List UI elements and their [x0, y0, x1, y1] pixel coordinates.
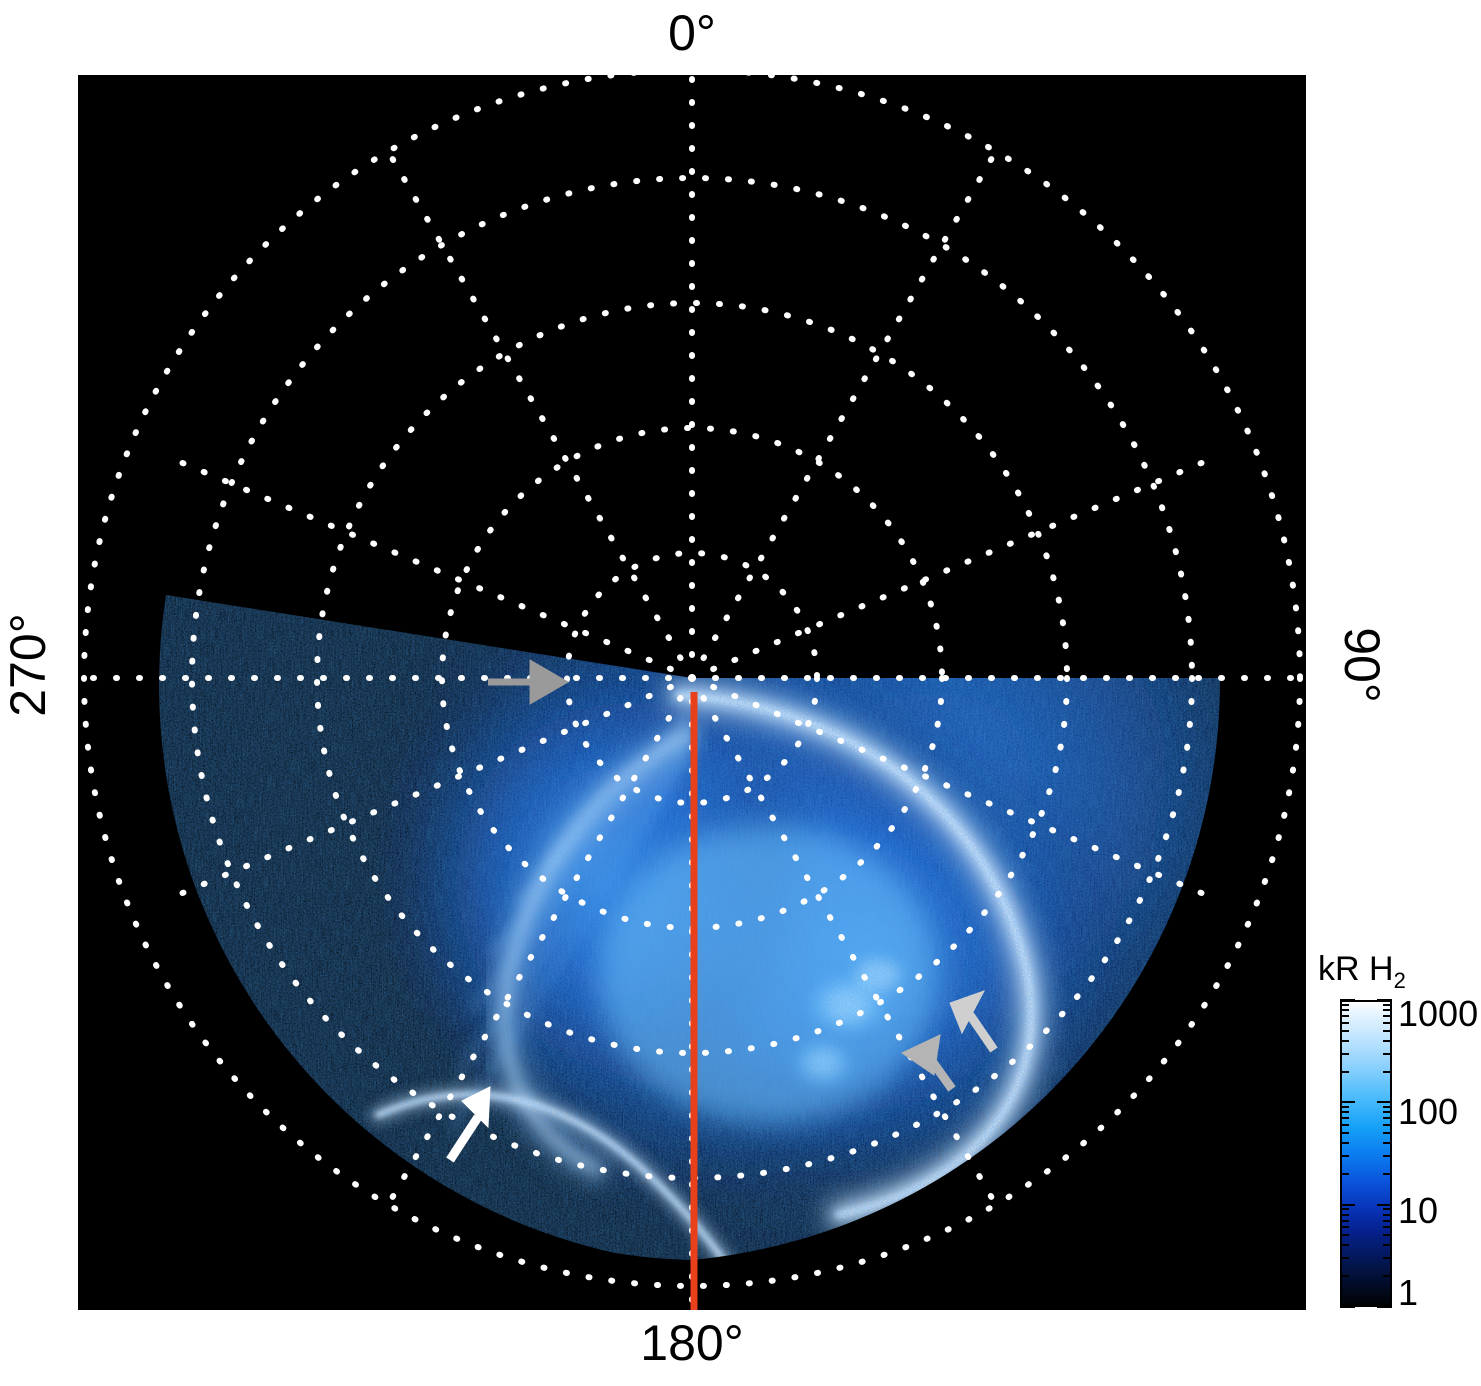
colorbar-tick [1340, 1003, 1349, 1006]
colorbar-tick [1383, 1213, 1392, 1216]
colorbar-tick [1340, 1234, 1349, 1237]
colorbar-tick [1383, 1219, 1392, 1222]
colorbar-ticks [1340, 999, 1392, 1308]
colorbar-tick [1383, 1111, 1392, 1114]
colorbar-tick [1383, 1244, 1392, 1247]
colorbar-tick [1383, 1117, 1392, 1120]
colorbar-tick [1383, 1234, 1392, 1237]
colorbar-title-main: kR H [1318, 950, 1394, 988]
colorbar-tick [1383, 1052, 1392, 1055]
colorbar-tick [1383, 1070, 1392, 1073]
colorbar-tick [1383, 1106, 1392, 1109]
colorbar-tick [1340, 1226, 1349, 1229]
gray-arrow-dawn-upper [949, 990, 998, 1053]
colorbar-tick [1340, 1257, 1349, 1260]
colorbar-tick [1340, 1244, 1349, 1247]
colorbar-tick [1383, 1039, 1392, 1042]
polar-plot-area [78, 75, 1306, 1310]
angle-label-0: 0° [668, 5, 716, 61]
colorbar-label-1: 1 [1398, 1272, 1419, 1313]
colorbar-tick [1383, 1014, 1392, 1017]
colorbar-tick [1340, 1029, 1349, 1032]
colorbar-tick [1377, 1101, 1392, 1104]
colorbar-tick [1340, 1275, 1349, 1278]
colorbar-tick [1340, 1124, 1349, 1127]
colorbar: kR H2 1000 100 10 1 [1318, 950, 1481, 1330]
colorbar-tick [1383, 1021, 1392, 1024]
colorbar-tick [1383, 1257, 1392, 1260]
colorbar-tick [1383, 1003, 1392, 1006]
colorbar-label-1000: 1000 [1398, 993, 1479, 1034]
colorbar-tick [1383, 1226, 1392, 1229]
colorbar-tick [1383, 1154, 1392, 1157]
colorbar-tick [1340, 1132, 1349, 1135]
angle-label-90: 90° [1334, 627, 1390, 703]
gray-arrow-dayside [488, 659, 569, 705]
colorbar-tick [1340, 1117, 1349, 1120]
colorbar-label-100: 100 [1398, 1091, 1459, 1132]
colorbar-tick [1340, 1154, 1349, 1157]
colorbar-tick [1383, 1008, 1392, 1011]
colorbar-tick [1340, 1106, 1349, 1109]
colorbar-tick [1383, 1142, 1392, 1145]
colorbar-tick [1377, 999, 1392, 1001]
colorbar-tick [1340, 1172, 1349, 1175]
colorbar-tick [1340, 1208, 1349, 1211]
colorbar-tick [1340, 1213, 1349, 1216]
colorbar-tick [1340, 1101, 1355, 1104]
colorbar-title: kR H2 [1318, 950, 1406, 994]
colorbar-tick [1340, 1021, 1349, 1024]
colorbar-tick [1340, 1142, 1349, 1145]
colorbar-tick [1377, 1203, 1392, 1206]
colorbar-tick [1340, 1203, 1355, 1206]
white-arrow-dusk-arc [446, 1086, 491, 1163]
colorbar-tick [1340, 999, 1355, 1001]
colorbar-tick [1383, 1275, 1392, 1278]
colorbar-tick [1383, 1124, 1392, 1127]
polar-meridians [78, 75, 1306, 1310]
colorbar-tick [1383, 1132, 1392, 1135]
colorbar-tick [1383, 1029, 1392, 1032]
colorbar-gradient [1340, 1000, 1392, 1307]
colorbar-title-sub: 2 [1393, 967, 1406, 993]
angle-label-180: 180° [640, 1315, 744, 1371]
colorbar-tick [1340, 1070, 1349, 1073]
polar-image-canvas [78, 75, 1306, 1310]
gray-arrow-dawn-lower [901, 1034, 956, 1092]
colorbar-tick [1340, 1052, 1349, 1055]
colorbar-tick [1377, 1306, 1392, 1308]
colorbar-tick [1340, 1008, 1349, 1011]
angle-label-270: 270° [0, 613, 56, 717]
colorbar-tick [1340, 1219, 1349, 1222]
colorbar-tick [1383, 1172, 1392, 1175]
colorbar-tick [1340, 1039, 1349, 1042]
colorbar-tick [1340, 1111, 1349, 1114]
colorbar-label-10: 10 [1398, 1190, 1439, 1231]
colorbar-tick [1340, 1014, 1349, 1017]
colorbar-tick [1383, 1208, 1392, 1211]
colorbar-tick [1340, 1306, 1355, 1308]
